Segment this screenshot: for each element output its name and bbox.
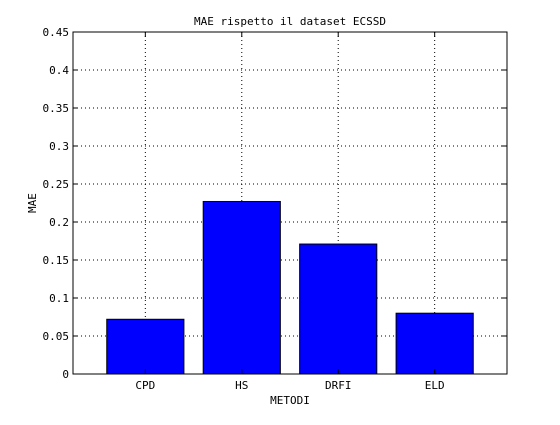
y-tick-label: 0.2 (49, 216, 69, 229)
x-tick-label: CPD (135, 379, 155, 392)
chart-title: MAE rispetto il dataset ECSSD (194, 15, 386, 28)
x-tick-label: ELD (425, 379, 445, 392)
x-tick-label: DRFI (325, 379, 352, 392)
plot-frame (72, 31, 508, 375)
y-tick-label: 0.15 (43, 254, 70, 267)
y-tick-label: 0.45 (43, 26, 70, 39)
y-tick-label: 0 (62, 368, 69, 381)
x-tick-labels: CPD HS DRFI ELD (135, 379, 444, 392)
y-tick-label: 0.4 (49, 64, 69, 77)
bar-hs (202, 200, 281, 375)
y-tick-label: 0.3 (49, 140, 69, 153)
y-tick-labels: 0 0.05 0.1 0.15 0.2 0.25 0.3 0.35 0.4 0.45 (43, 26, 70, 381)
x-tick-label: HS (235, 379, 248, 392)
grid-lines (73, 32, 507, 374)
bar-cpd (106, 318, 185, 375)
bar-eld (395, 312, 474, 375)
ticks (73, 31, 507, 375)
bar-drfi (299, 243, 378, 375)
y-tick-label: 0.35 (43, 102, 70, 115)
bars (106, 200, 474, 375)
y-tick-label: 0.25 (43, 178, 70, 191)
x-axis-label: METODI (270, 394, 310, 407)
y-axis-label: MAE (26, 193, 39, 213)
y-tick-label: 0.1 (49, 292, 69, 305)
y-tick-label: 0.05 (43, 330, 70, 343)
